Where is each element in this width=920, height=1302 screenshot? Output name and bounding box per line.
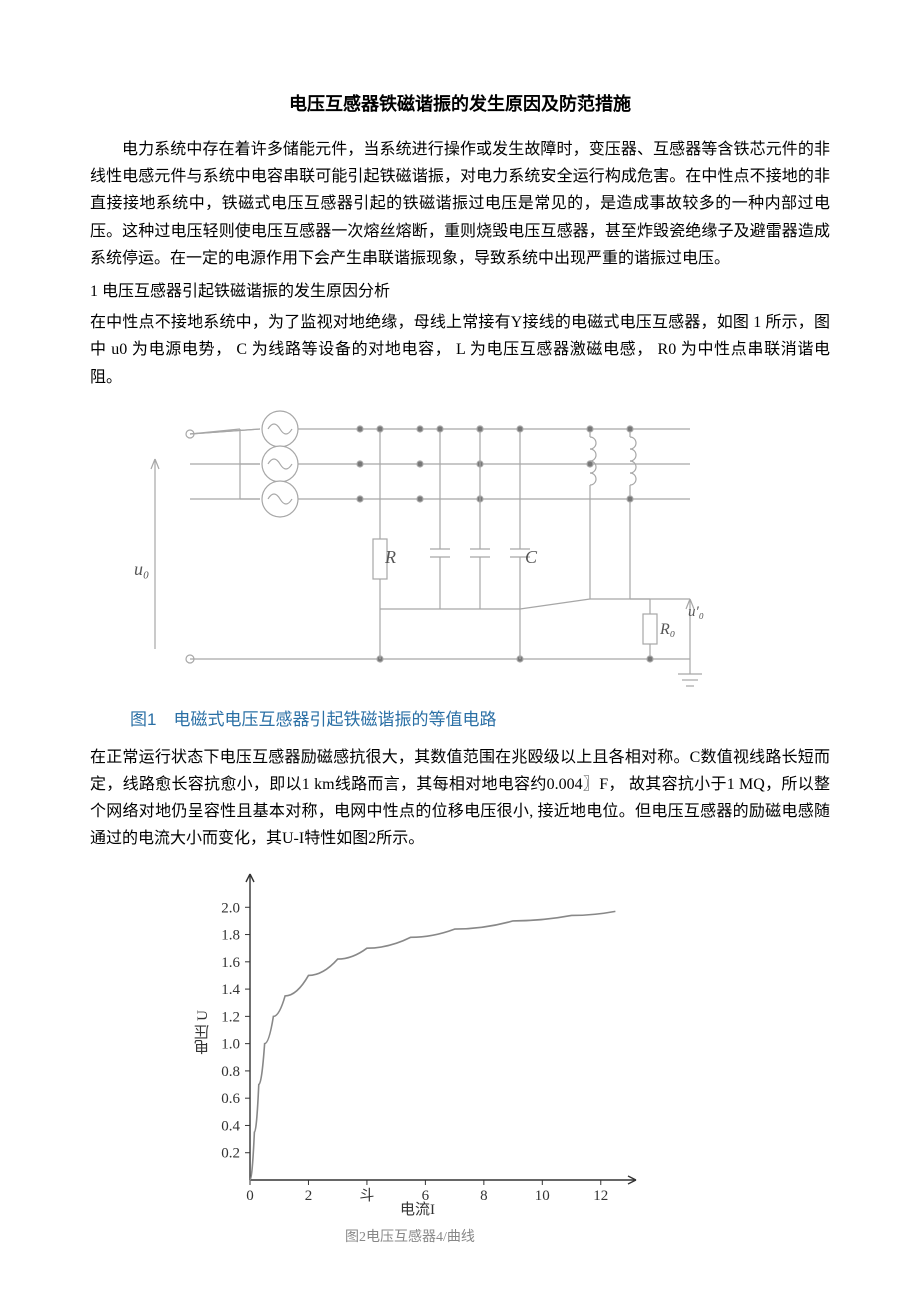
figure-1-caption: 图1 电磁式电压互感器引起铁磁谐振的等值电路 bbox=[130, 705, 830, 730]
svg-text:8: 8 bbox=[480, 1188, 488, 1204]
svg-text:1.2: 1.2 bbox=[221, 1010, 240, 1026]
svg-text:1.6: 1.6 bbox=[221, 955, 240, 971]
svg-text:斗: 斗 bbox=[359, 1188, 374, 1204]
svg-text:0.6: 0.6 bbox=[221, 1092, 240, 1108]
svg-text:1.4: 1.4 bbox=[221, 983, 240, 999]
svg-text:10: 10 bbox=[535, 1188, 550, 1204]
figure-1-circuit: u₀ R C R₀ u′₀ bbox=[130, 399, 730, 699]
document-page: 电压互感器铁磁谐振的发生原因及防范措施 电力系统中存在着许多储能元件，当系统进行… bbox=[0, 0, 920, 1302]
svg-text:0: 0 bbox=[246, 1188, 254, 1204]
label-u0: u₀ bbox=[134, 559, 149, 580]
section-1-heading: 1 电压互感器引起铁磁谐振的发生原因分析 bbox=[90, 278, 830, 305]
svg-text:2.0: 2.0 bbox=[221, 901, 240, 917]
figure-2-caption: 图2电压互感器4/曲线 bbox=[170, 1226, 650, 1246]
x-axis-label: 电流I bbox=[400, 1198, 435, 1219]
label-C: C bbox=[525, 547, 537, 568]
svg-text:1.0: 1.0 bbox=[221, 1037, 240, 1053]
svg-text:2: 2 bbox=[305, 1188, 313, 1204]
figure-2-chart: 02斗6810120.20.40.60.81.01.21.41.61.82.0 … bbox=[170, 860, 650, 1220]
y-axis-label: 电压 U bbox=[192, 1010, 213, 1055]
circuit-svg bbox=[130, 399, 730, 699]
paragraph-2: 在中性点不接地系统中，为了监视对地绝缘，母线上常接有Y接线的电磁式电压互感器，如… bbox=[90, 309, 830, 391]
svg-text:0.8: 0.8 bbox=[221, 1064, 240, 1080]
svg-text:0.4: 0.4 bbox=[221, 1119, 240, 1135]
ui-curve-svg: 02斗6810120.20.40.60.81.01.21.41.61.82.0 bbox=[170, 860, 650, 1220]
paragraph-3: 在正常运行状态下电压互感器励磁感抗很大，其数值范围在兆殴级以上且各相对称。C数值… bbox=[90, 744, 830, 853]
label-R: R bbox=[385, 547, 396, 568]
svg-text:1.8: 1.8 bbox=[221, 928, 240, 944]
label-R0: R₀ bbox=[660, 621, 675, 639]
paragraph-intro: 电力系统中存在着许多储能元件，当系统进行操作或发生故障时，变压器、互感器等含铁芯… bbox=[90, 136, 830, 272]
svg-text:0.2: 0.2 bbox=[221, 1146, 240, 1162]
page-title: 电压互感器铁磁谐振的发生原因及防范措施 bbox=[90, 90, 830, 116]
svg-text:12: 12 bbox=[593, 1188, 608, 1204]
label-u0p: u′₀ bbox=[688, 604, 704, 621]
